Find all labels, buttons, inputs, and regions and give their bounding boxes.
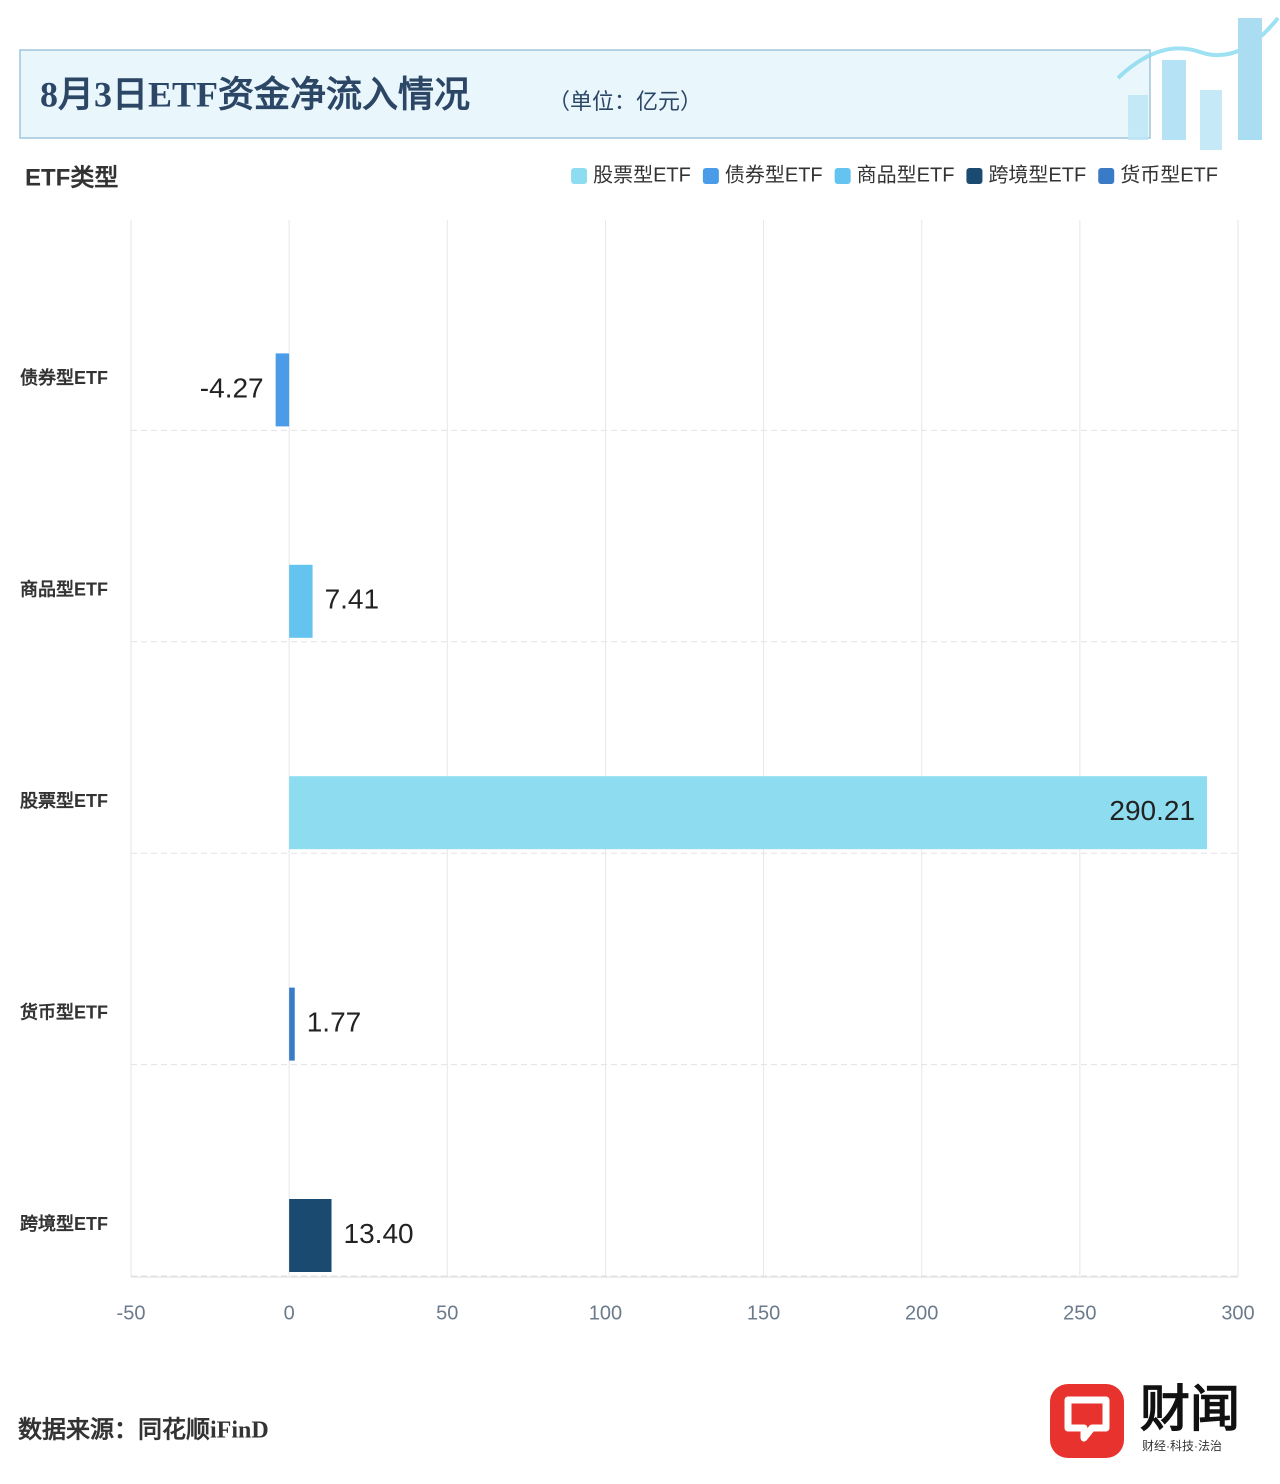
bar bbox=[289, 564, 313, 638]
data-label: 13.40 bbox=[344, 1218, 414, 1249]
x-tick-label: 100 bbox=[589, 1302, 622, 1324]
legend-marker bbox=[1098, 168, 1115, 184]
y-tick-label: 股票型ETF bbox=[19, 790, 108, 811]
x-tick-label: -50 bbox=[117, 1302, 146, 1324]
chart-title: 8月3日ETF资金净流入情况 bbox=[40, 73, 470, 114]
source: 数据来源：同花顺iFinD bbox=[18, 1416, 269, 1444]
x-tick-label: 0 bbox=[284, 1302, 295, 1324]
brand-tagline: 财经·科技·法治 bbox=[1142, 1439, 1222, 1453]
y-tick-label: 跨境型ETF bbox=[20, 1213, 108, 1234]
data-label: 1.77 bbox=[307, 1006, 362, 1037]
data-label: 7.41 bbox=[325, 584, 380, 615]
x-tick-label: 250 bbox=[1063, 1302, 1096, 1324]
legend-label: 商品型ETF bbox=[857, 163, 955, 186]
y-tick-label: 货币型ETF bbox=[20, 1001, 108, 1022]
bar bbox=[275, 353, 290, 427]
y-tick-label: 商品型ETF bbox=[20, 579, 108, 600]
bar bbox=[289, 987, 295, 1061]
brand-name: 财闻 bbox=[1140, 1381, 1240, 1437]
x-tick-label: 300 bbox=[1221, 1302, 1254, 1324]
x-tick-label: 50 bbox=[436, 1302, 458, 1324]
y-axis-label: ETF类型 bbox=[25, 164, 118, 191]
legend-marker bbox=[571, 168, 588, 184]
legend-label: 债券型ETF bbox=[725, 163, 823, 186]
y-tick-label: 债券型ETF bbox=[20, 367, 108, 388]
decor-icon bbox=[1116, 16, 1280, 150]
data-label: -4.27 bbox=[200, 372, 264, 403]
brand-logo bbox=[1050, 1384, 1124, 1458]
legend-marker bbox=[702, 168, 719, 184]
bar bbox=[289, 776, 1208, 850]
title-box bbox=[19, 49, 1151, 139]
brand-logo-mark bbox=[1064, 1396, 1110, 1442]
legend-label: 跨境型ETF bbox=[988, 163, 1086, 186]
bar bbox=[289, 1199, 332, 1272]
legend-marker bbox=[834, 168, 851, 184]
data-label: 290.21 bbox=[1109, 795, 1195, 826]
legend-marker bbox=[966, 168, 983, 184]
x-tick-label: 200 bbox=[905, 1302, 938, 1324]
x-tick-label: 150 bbox=[747, 1302, 780, 1324]
legend-label: 股票型ETF bbox=[593, 163, 691, 186]
legend-label: 货币型ETF bbox=[1120, 163, 1218, 186]
chart-subtitle: （单位：亿元） bbox=[548, 89, 702, 114]
